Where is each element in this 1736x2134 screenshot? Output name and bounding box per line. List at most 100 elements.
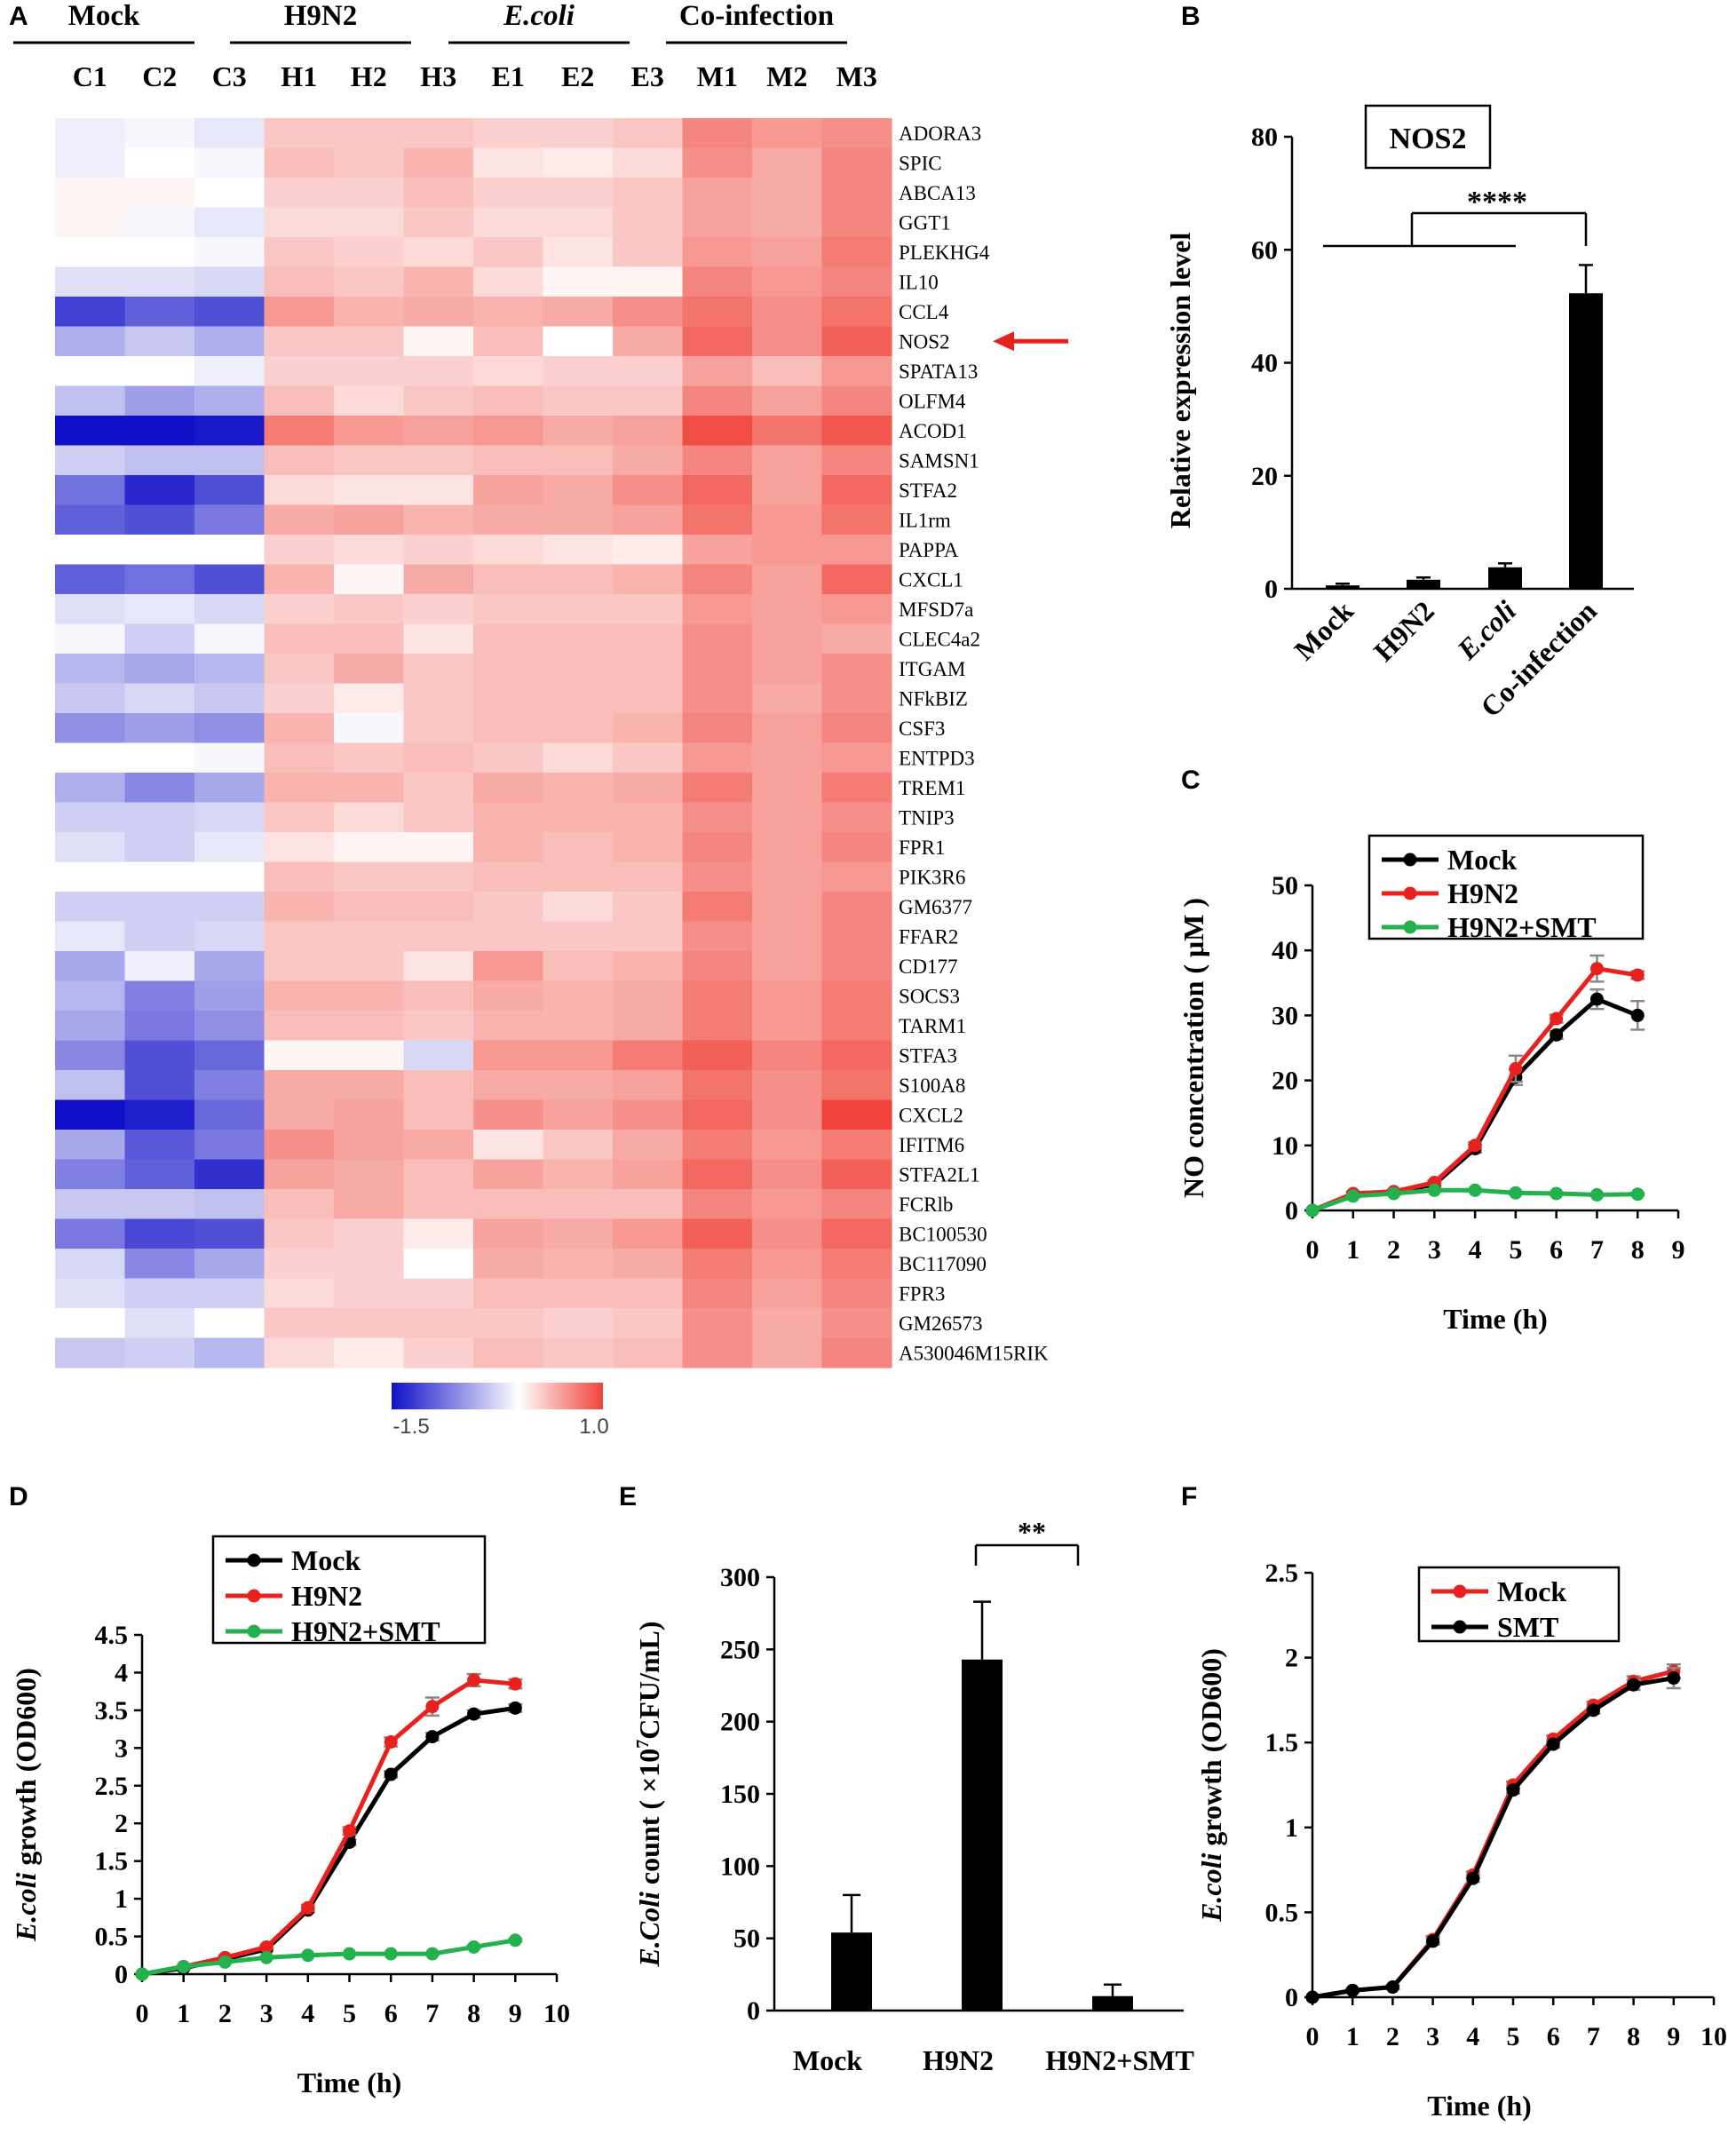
heatmap-cell <box>543 535 614 566</box>
heatmap-cell <box>821 326 892 357</box>
heatmap-cell <box>194 713 266 744</box>
y-axis-title-italic: E.coli <box>1195 1852 1227 1922</box>
heatmap-cell <box>124 237 195 268</box>
heatmap-cell <box>613 594 684 625</box>
heatmap-row-label: ITGAM <box>899 658 965 680</box>
legend-swatch-marker <box>1453 1620 1467 1634</box>
ecoli-count-bar-chart: 0 50 100 150 200 250 300 Mock H9N2 H9N2+SMT ** E.Co… <box>633 1516 1194 2076</box>
y-tick-label: 0.5 <box>1265 1898 1299 1927</box>
heatmap-cell <box>682 1099 753 1130</box>
y-tick-label: 2.5 <box>95 1772 129 1801</box>
y-axis-title-rest: count ( ×10 <box>633 1749 665 1892</box>
heatmap-cell <box>403 1070 474 1101</box>
heatmap-cell <box>334 921 405 952</box>
heatmap-cell <box>543 385 614 416</box>
heatmap-group-label: Co-infection <box>679 0 834 32</box>
heatmap-row-label: TREM1 <box>899 777 965 799</box>
y-tick-label: 0 <box>1285 1983 1298 2012</box>
heatmap-cell <box>194 832 266 863</box>
heatmap-cell <box>403 1130 474 1161</box>
heatmap-cell <box>264 385 335 416</box>
heatmap-cell <box>543 1159 614 1190</box>
x-tick-label: 8 <box>1631 1235 1645 1265</box>
heatmap-cell <box>613 297 684 328</box>
heatmap-cell <box>264 326 335 357</box>
heatmap-cell <box>821 385 892 416</box>
heatmap-row-label: CLEC4a2 <box>899 628 980 650</box>
data-point <box>467 1673 481 1687</box>
heatmap-cell <box>543 147 614 178</box>
heatmap-cell <box>55 385 126 416</box>
heatmap-cell <box>334 951 405 982</box>
heatmap-cell <box>124 742 195 773</box>
series-line-mock <box>1312 996 1639 1213</box>
heatmap-cell <box>55 1099 126 1130</box>
data-point <box>1426 1934 1440 1948</box>
heatmap-cell <box>55 1040 126 1071</box>
heatmap-cell <box>55 237 126 268</box>
heatmap-cell <box>124 623 195 654</box>
heatmap-cell <box>334 1249 405 1280</box>
heatmap-cell <box>264 1189 335 1220</box>
heatmap-cell <box>682 475 753 506</box>
heatmap-cell <box>821 980 892 1011</box>
data-point <box>1667 1671 1681 1686</box>
heatmap-cell <box>821 892 892 923</box>
heatmap-cell <box>821 1308 892 1339</box>
heatmap-cell <box>124 1218 195 1249</box>
heatmap-cell <box>473 1249 544 1280</box>
heatmap-cell <box>752 742 823 773</box>
heatmap-cell <box>124 266 195 297</box>
heatmap-cell <box>613 207 684 238</box>
heatmap-cell <box>194 861 266 892</box>
y-tick-label: 0 <box>747 1996 760 2026</box>
heatmap-column-label: C1 <box>73 60 107 92</box>
heatmap-cell <box>264 1040 335 1071</box>
heatmap-cell <box>543 742 614 773</box>
heatmap-cell <box>682 1130 753 1161</box>
heatmap-cell <box>752 683 823 714</box>
heatmap-cell <box>613 535 684 566</box>
heatmap-row-label: FFAR2 <box>899 925 958 948</box>
heatmap-cell <box>473 832 544 863</box>
heatmap-row-label: GGT1 <box>899 211 951 234</box>
data-point <box>384 1947 398 1961</box>
heatmap-cell <box>752 445 823 476</box>
heatmap-cell <box>264 445 335 476</box>
heatmap-cell <box>55 654 126 685</box>
legend-swatch-marker <box>1403 886 1417 900</box>
heatmap-row-label: S100A8 <box>899 1075 965 1097</box>
heatmap-cell <box>403 504 474 535</box>
heatmap-cell <box>473 147 544 178</box>
heatmap-cell <box>124 1337 195 1368</box>
heatmap-cell <box>752 980 823 1011</box>
heatmap-cell <box>194 1159 266 1190</box>
heatmap-cell <box>543 475 614 506</box>
heatmap-cell <box>334 504 405 535</box>
legend-label: Mock <box>1497 1575 1566 1607</box>
heatmap-cell <box>613 118 684 149</box>
heatmap-cell <box>403 237 474 268</box>
heatmap-cell <box>752 1308 823 1339</box>
heatmap-cell <box>473 623 544 654</box>
data-point <box>343 1947 356 1961</box>
heatmap-cell <box>403 623 474 654</box>
heatmap-cell <box>821 1337 892 1368</box>
heatmap-cell <box>264 297 335 328</box>
heatmap-cell <box>821 1130 892 1161</box>
x-tick-label: 6 <box>384 1999 398 2028</box>
data-point <box>1427 1183 1441 1197</box>
heatmap-cell <box>264 1249 335 1280</box>
heatmap-cell <box>334 118 405 149</box>
heatmap-cell <box>543 802 614 833</box>
heatmap-cell <box>682 178 753 209</box>
heatmap-cell <box>752 1218 823 1249</box>
heatmap-cell <box>194 147 266 178</box>
y-tick-label: 0 <box>115 1960 128 1989</box>
heatmap-cell <box>473 713 544 744</box>
heatmap-cell <box>473 297 544 328</box>
y-tick-label: 200 <box>720 1708 760 1737</box>
heatmap-cell <box>403 178 474 209</box>
heatmap-cell <box>613 832 684 863</box>
x-tick-label: 3 <box>260 1999 273 2028</box>
